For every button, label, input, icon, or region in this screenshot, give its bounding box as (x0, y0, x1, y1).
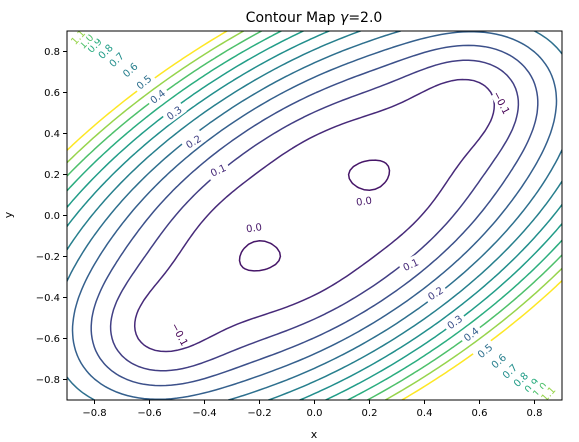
contour-label-background (92, 38, 118, 64)
contour-label-background (180, 129, 207, 153)
contour-label-background (496, 358, 522, 384)
contour-line-0_8 (67, 31, 562, 400)
contour-label: 0.0 (245, 222, 262, 235)
y-tick-label: 0.6 (44, 88, 60, 99)
contour-label-background (397, 253, 424, 275)
contour-label-background (81, 32, 107, 58)
x-tick-label: 0.0 (307, 408, 323, 419)
contour-label-background (103, 47, 129, 72)
contour-line-1 (67, 31, 562, 400)
x-tick-label: 0.6 (472, 408, 488, 419)
contour-label-background (519, 372, 544, 398)
contour-label-background (144, 84, 171, 109)
contour-line-0 (238, 159, 391, 272)
contour-label-background (169, 321, 192, 347)
contour-label-background (441, 309, 468, 334)
x-tick-label: 0.4 (417, 408, 433, 419)
y-axis-label: y (2, 211, 15, 218)
contour-label-background (422, 281, 449, 305)
y-axis-ticks: −0.8 −0.6 −0.4 −0.2 0.0 0.2 0.4 0.6 0.8 (36, 47, 67, 386)
contour-label-background (205, 159, 231, 181)
x-tick-label: −0.6 (137, 408, 161, 419)
contour-label-background (485, 348, 511, 373)
contour-label-background (472, 338, 498, 363)
contour-label-background (67, 31, 90, 50)
y-tick-label: 0.8 (44, 47, 60, 58)
contour-line-0_1 (133, 78, 496, 353)
contour-label-background (131, 69, 157, 94)
y-tick-label: −0.8 (36, 375, 60, 386)
x-tick-label: −0.4 (192, 408, 216, 419)
contour-label-background (73, 31, 99, 54)
contour-label-background (508, 366, 533, 392)
contour-label-background (161, 100, 187, 125)
x-axis-label: x (311, 428, 318, 441)
contour-line-0_7 (67, 31, 562, 400)
contour-label: 0.0 (355, 196, 372, 209)
contour-label-background (527, 376, 552, 400)
contour-label-background (242, 219, 266, 236)
y-tick-label: 0.2 (44, 170, 60, 181)
contour-label-background (352, 192, 376, 209)
x-tick-label: −0.2 (247, 408, 271, 419)
x-tick-label: −0.8 (82, 408, 106, 419)
chart-title: Contour Map γ=2.0 (246, 10, 383, 26)
x-tick-label: 0.2 (362, 408, 378, 419)
contour-lines (67, 31, 562, 400)
contour-label-background (458, 322, 484, 346)
contour-line-0_5 (67, 31, 562, 400)
plot-area: −0.1−0.10.00.00.10.10.20.20.30.30.40.40.… (67, 31, 562, 400)
y-tick-label: −0.2 (36, 252, 60, 263)
contour-label-background (117, 57, 143, 82)
contour-line-0_3 (90, 44, 539, 387)
y-tick-label: 0.0 (44, 211, 60, 222)
contour-line-0_9 (67, 31, 562, 400)
x-tick-label: 0.8 (527, 408, 543, 419)
y-tick-label: −0.4 (36, 293, 60, 304)
contour-line-0_4 (71, 31, 558, 400)
contour-line-0_2 (109, 59, 520, 372)
y-tick-label: −0.6 (36, 334, 60, 345)
contour-label-background (491, 89, 513, 116)
x-axis-ticks: −0.8 −0.6 −0.4 −0.2 0.0 0.2 0.4 0.6 0.8 (82, 400, 542, 419)
y-tick-label: 0.4 (44, 129, 60, 140)
